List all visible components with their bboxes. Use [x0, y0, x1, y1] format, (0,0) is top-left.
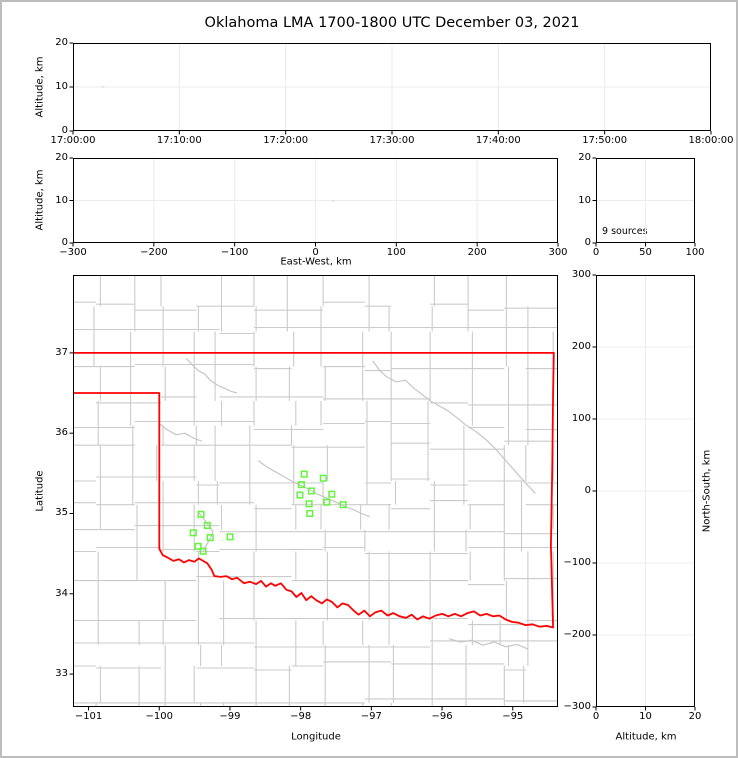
x-tick-label: 100	[386, 247, 406, 258]
y-tick-label: 100	[571, 413, 591, 424]
y-tick-label: −100	[563, 557, 591, 568]
x-tick-label: −95	[502, 711, 524, 722]
time-height-panel	[69, 42, 712, 135]
ns-height-panel	[592, 274, 696, 711]
grid-lines	[596, 275, 695, 707]
axis-frame	[73, 43, 711, 131]
figure-title: Oklahoma LMA 1700-1800 UTC December 03, …	[204, 15, 580, 31]
x-tick-label: 200	[467, 247, 487, 258]
x-tick-label: −200	[140, 247, 168, 258]
x-tick-label: 17:10:00	[156, 135, 202, 146]
y-tick-label: 200	[571, 341, 591, 352]
ew-height-panel	[69, 157, 559, 247]
axis-frame	[596, 158, 695, 243]
x-tick-label: 50	[639, 247, 652, 258]
x-tick-label: 17:20:00	[263, 135, 309, 146]
alt-histogram-panel	[592, 157, 696, 247]
y-tick-label: 33	[55, 668, 68, 680]
y-tick-label: 36	[55, 427, 68, 439]
x-tick-label: −300	[59, 247, 87, 258]
map-ylabel: Latitude	[34, 470, 46, 512]
river-lines	[158, 358, 536, 650]
y-tick-label: −200	[563, 629, 591, 640]
y-tick-label: 300	[571, 269, 591, 280]
vhf-source-points	[332, 199, 335, 203]
map-xlabel: Longitude	[291, 731, 341, 743]
x-tick-label: 20	[688, 711, 702, 722]
map-content	[73, 275, 558, 707]
x-tick-label: −98	[290, 711, 312, 722]
tick-marks	[69, 157, 559, 247]
ns-height-xlabel: Altitude, km	[615, 731, 677, 743]
x-tick-label: 100	[685, 247, 705, 258]
x-tick-label: 17:00:00	[50, 135, 96, 146]
lma-station-markers	[189, 470, 347, 555]
axis-frame	[73, 158, 558, 243]
tick-marks	[592, 157, 696, 247]
x-tick-label: 18:00:00	[688, 135, 734, 146]
grid-lines	[73, 158, 558, 243]
county-boundaries	[73, 275, 558, 707]
y-tick-label: 20	[55, 152, 68, 163]
axis-frame	[73, 275, 558, 707]
y-tick-label: 0	[61, 125, 68, 136]
x-tick-label: 0	[592, 247, 600, 258]
y-tick-label: 0	[584, 485, 591, 496]
x-tick-label: −97	[360, 711, 382, 722]
sources-count-label: 9 sources	[602, 226, 648, 237]
x-tick-label: 300	[548, 247, 568, 258]
x-tick-label: 0	[592, 711, 600, 722]
grid-lines	[73, 43, 711, 131]
y-tick-label: 0	[584, 237, 591, 248]
y-tick-label: 37	[55, 346, 68, 358]
y-tick-label: −300	[563, 701, 591, 712]
map-panel	[69, 275, 558, 711]
y-tick-label: 10	[578, 194, 591, 206]
ns-height-ylabel: North-South, km	[701, 449, 713, 533]
y-tick-label: 0	[61, 237, 68, 248]
x-tick-label: 10	[639, 711, 652, 722]
x-tick-label: 17:50:00	[582, 135, 628, 146]
y-tick-label: 20	[55, 37, 68, 48]
x-tick-label: −100	[220, 247, 249, 258]
tick-marks	[69, 352, 514, 711]
ew-height-xlabel: East-West, km	[280, 256, 352, 268]
tick-marks	[69, 42, 712, 135]
x-tick-label: −100	[145, 711, 173, 722]
x-tick-label: −101	[74, 711, 103, 722]
axis-frame	[596, 275, 695, 707]
y-tick-label: 35	[55, 507, 68, 519]
x-tick-label: 17:40:00	[475, 135, 521, 146]
vhf-source-points	[101, 85, 105, 89]
y-tick-label: 10	[55, 194, 68, 206]
tick-marks	[592, 274, 696, 711]
x-tick-label: 17:30:00	[369, 135, 415, 146]
x-tick-label: −96	[431, 711, 453, 722]
x-tick-label: −99	[219, 711, 241, 722]
y-tick-label: 34	[55, 587, 68, 599]
y-tick-label: 10	[55, 81, 68, 92]
x-tick-label: 0	[312, 247, 319, 258]
state-border	[73, 352, 555, 629]
y-tick-label: 20	[578, 152, 591, 163]
grid-lines	[596, 158, 695, 243]
